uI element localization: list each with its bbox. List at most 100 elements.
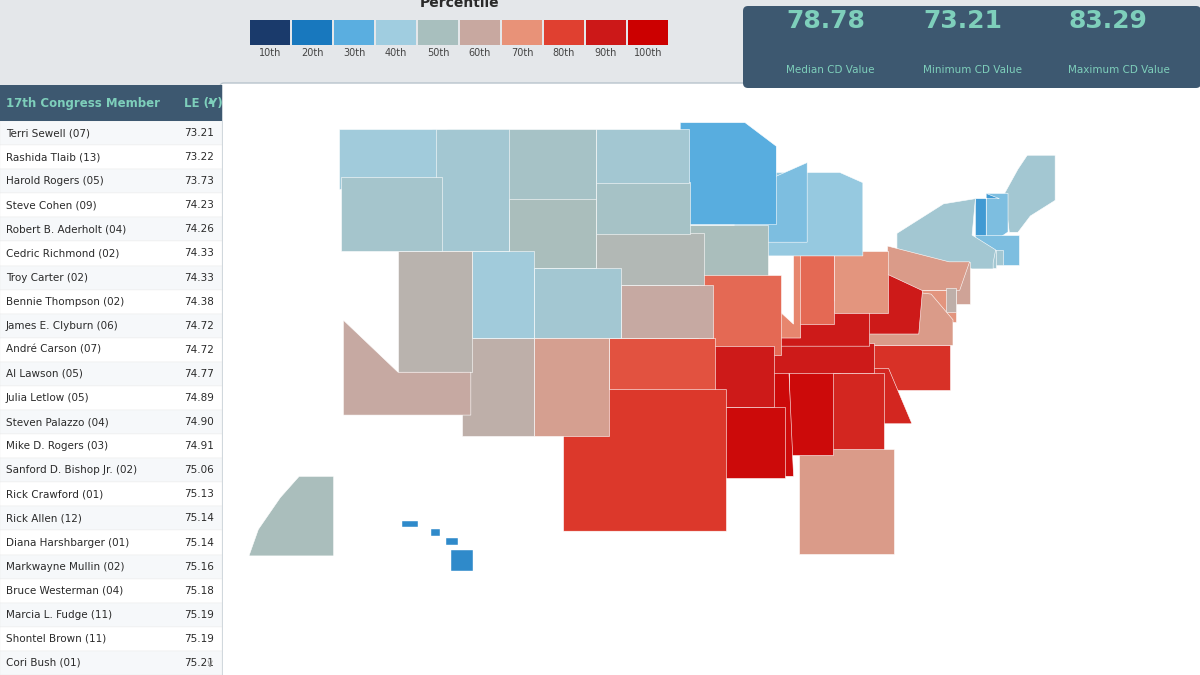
Text: 60th: 60th <box>469 48 491 58</box>
Text: Steven Palazzo (04): Steven Palazzo (04) <box>6 417 109 427</box>
Polygon shape <box>949 262 970 304</box>
Bar <box>0 651 222 675</box>
Text: Bruce Westerman (04): Bruce Westerman (04) <box>6 586 124 596</box>
Polygon shape <box>946 288 956 313</box>
Polygon shape <box>564 346 726 531</box>
Text: 78.78: 78.78 <box>786 9 865 33</box>
Text: Troy Carter (02): Troy Carter (02) <box>6 273 88 283</box>
Text: LE (Y): LE (Y) <box>184 97 223 109</box>
Text: Mike D. Rogers (03): Mike D. Rogers (03) <box>6 441 108 451</box>
Text: Shontel Brown (11): Shontel Brown (11) <box>6 634 107 644</box>
Text: 74.72: 74.72 <box>184 321 214 331</box>
Polygon shape <box>680 123 776 225</box>
Text: 10th: 10th <box>259 48 281 58</box>
Polygon shape <box>509 198 595 268</box>
Polygon shape <box>862 274 923 334</box>
Text: ∨: ∨ <box>206 659 214 669</box>
Bar <box>0 627 222 651</box>
Text: 73.21: 73.21 <box>923 9 1002 33</box>
Text: 74.91: 74.91 <box>184 441 214 451</box>
Polygon shape <box>896 198 996 269</box>
Polygon shape <box>840 345 950 389</box>
Polygon shape <box>751 242 800 338</box>
Polygon shape <box>720 406 785 478</box>
Bar <box>0 85 222 675</box>
Bar <box>0 483 222 506</box>
Text: 74.33: 74.33 <box>184 248 214 259</box>
Text: 73.73: 73.73 <box>184 176 214 186</box>
Bar <box>0 85 222 121</box>
Bar <box>0 434 222 458</box>
Polygon shape <box>431 529 439 536</box>
Text: 74.33: 74.33 <box>184 273 214 283</box>
Polygon shape <box>900 290 956 322</box>
Text: 75.19: 75.19 <box>184 610 214 620</box>
Polygon shape <box>713 346 774 407</box>
Text: 75.21: 75.21 <box>184 658 214 668</box>
Polygon shape <box>764 172 863 256</box>
Polygon shape <box>972 250 996 268</box>
Text: Al Lawson (05): Al Lawson (05) <box>6 369 83 379</box>
Bar <box>292 20 332 45</box>
Text: 90th: 90th <box>595 48 617 58</box>
Text: 74.38: 74.38 <box>184 296 214 306</box>
Bar <box>418 20 458 45</box>
Bar <box>0 265 222 290</box>
Text: 75.16: 75.16 <box>184 562 214 572</box>
Bar <box>0 193 222 217</box>
Text: 83.29: 83.29 <box>1068 9 1147 33</box>
Text: Minimum CD Value: Minimum CD Value <box>923 65 1022 75</box>
Polygon shape <box>341 177 442 250</box>
Text: 74.23: 74.23 <box>184 200 214 211</box>
Polygon shape <box>750 372 793 477</box>
Text: Percentile: Percentile <box>420 0 500 10</box>
Polygon shape <box>775 301 870 346</box>
FancyBboxPatch shape <box>220 83 1200 675</box>
Text: 80th: 80th <box>553 48 575 58</box>
Bar <box>0 242 222 265</box>
Text: Cori Bush (01): Cori Bush (01) <box>6 658 80 668</box>
Polygon shape <box>848 290 953 346</box>
Bar <box>0 458 222 483</box>
Polygon shape <box>698 275 781 355</box>
Polygon shape <box>446 537 457 545</box>
Bar <box>0 603 222 627</box>
Polygon shape <box>793 255 834 324</box>
Text: 20th: 20th <box>301 48 323 58</box>
Text: 74.72: 74.72 <box>184 345 214 355</box>
Text: 75.14: 75.14 <box>184 514 214 523</box>
Text: 74.26: 74.26 <box>184 224 214 234</box>
Bar <box>460 20 500 45</box>
Polygon shape <box>451 549 473 571</box>
Bar <box>0 506 222 531</box>
Polygon shape <box>766 343 874 373</box>
Polygon shape <box>534 268 620 338</box>
Text: 50th: 50th <box>427 48 449 58</box>
Text: Rashida Tlaib (13): Rashida Tlaib (13) <box>6 152 101 162</box>
Polygon shape <box>734 163 808 242</box>
Text: 74.89: 74.89 <box>184 393 214 403</box>
Text: James E. Clyburn (06): James E. Clyburn (06) <box>6 321 119 331</box>
Polygon shape <box>986 194 1008 238</box>
Text: 30th: 30th <box>343 48 365 58</box>
Text: 40th: 40th <box>385 48 407 58</box>
Polygon shape <box>834 251 888 313</box>
Text: André Carson (07): André Carson (07) <box>6 345 101 355</box>
Text: Maximum CD Value: Maximum CD Value <box>1068 65 1170 75</box>
Polygon shape <box>595 182 690 234</box>
Bar <box>628 20 668 45</box>
Polygon shape <box>608 338 715 389</box>
Polygon shape <box>888 246 970 290</box>
Text: 75.14: 75.14 <box>184 537 214 547</box>
Text: Diana Harshbarger (01): Diana Harshbarger (01) <box>6 537 130 547</box>
Text: 75.06: 75.06 <box>185 465 214 475</box>
Polygon shape <box>248 477 334 556</box>
Polygon shape <box>432 129 509 250</box>
Bar <box>0 314 222 338</box>
Text: Robert B. Aderholt (04): Robert B. Aderholt (04) <box>6 224 126 234</box>
Polygon shape <box>1004 155 1055 232</box>
Bar <box>0 362 222 386</box>
Polygon shape <box>448 129 596 210</box>
Text: Harold Rogers (05): Harold Rogers (05) <box>6 176 103 186</box>
Polygon shape <box>462 338 534 436</box>
